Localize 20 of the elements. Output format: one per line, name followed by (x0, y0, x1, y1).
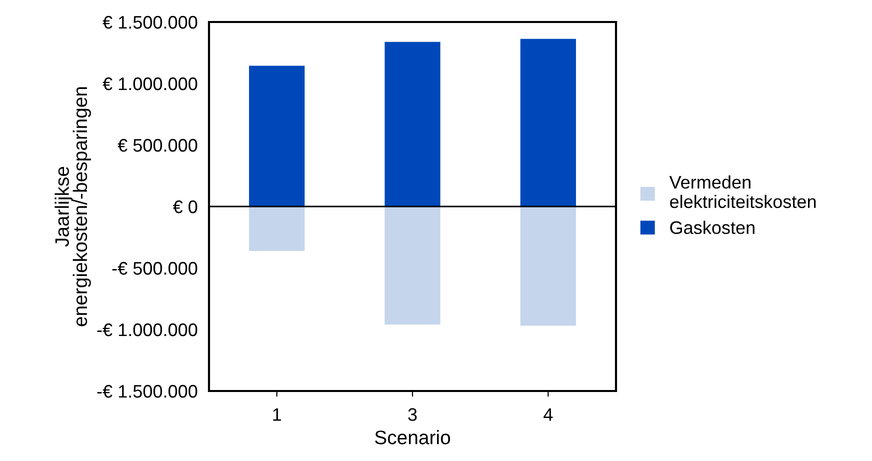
x-tick-label: 1 (273, 408, 281, 421)
legend-label: Gaskosten (670, 220, 754, 234)
legend-label: Vermeden elektriciteitskosten (669, 175, 816, 208)
bar (520, 206, 576, 326)
y-tick-label: € 1.500.000 (102, 16, 198, 29)
y-tick-label: -€ 1.500.000 (97, 384, 198, 398)
y-tick-label: € 1.000.000 (102, 77, 198, 90)
y-axis-title: Jaarlijkse energiekosten/-besparingen (54, 87, 91, 326)
bar (520, 38, 576, 206)
bar (384, 206, 440, 324)
y-tick-label: -€ 1.000.000 (97, 323, 198, 336)
bar (384, 42, 440, 206)
bar (249, 206, 305, 252)
x-tick-label: 3 (408, 408, 417, 421)
bar (249, 66, 305, 206)
x-axis-title: Scenario (375, 430, 450, 444)
x-tick-label: 4 (544, 408, 553, 421)
y-tick-label: € 500.000 (118, 138, 198, 152)
y-tick-label: -€ 500.000 (112, 262, 198, 275)
y-tick-label: € 0 (172, 200, 198, 214)
